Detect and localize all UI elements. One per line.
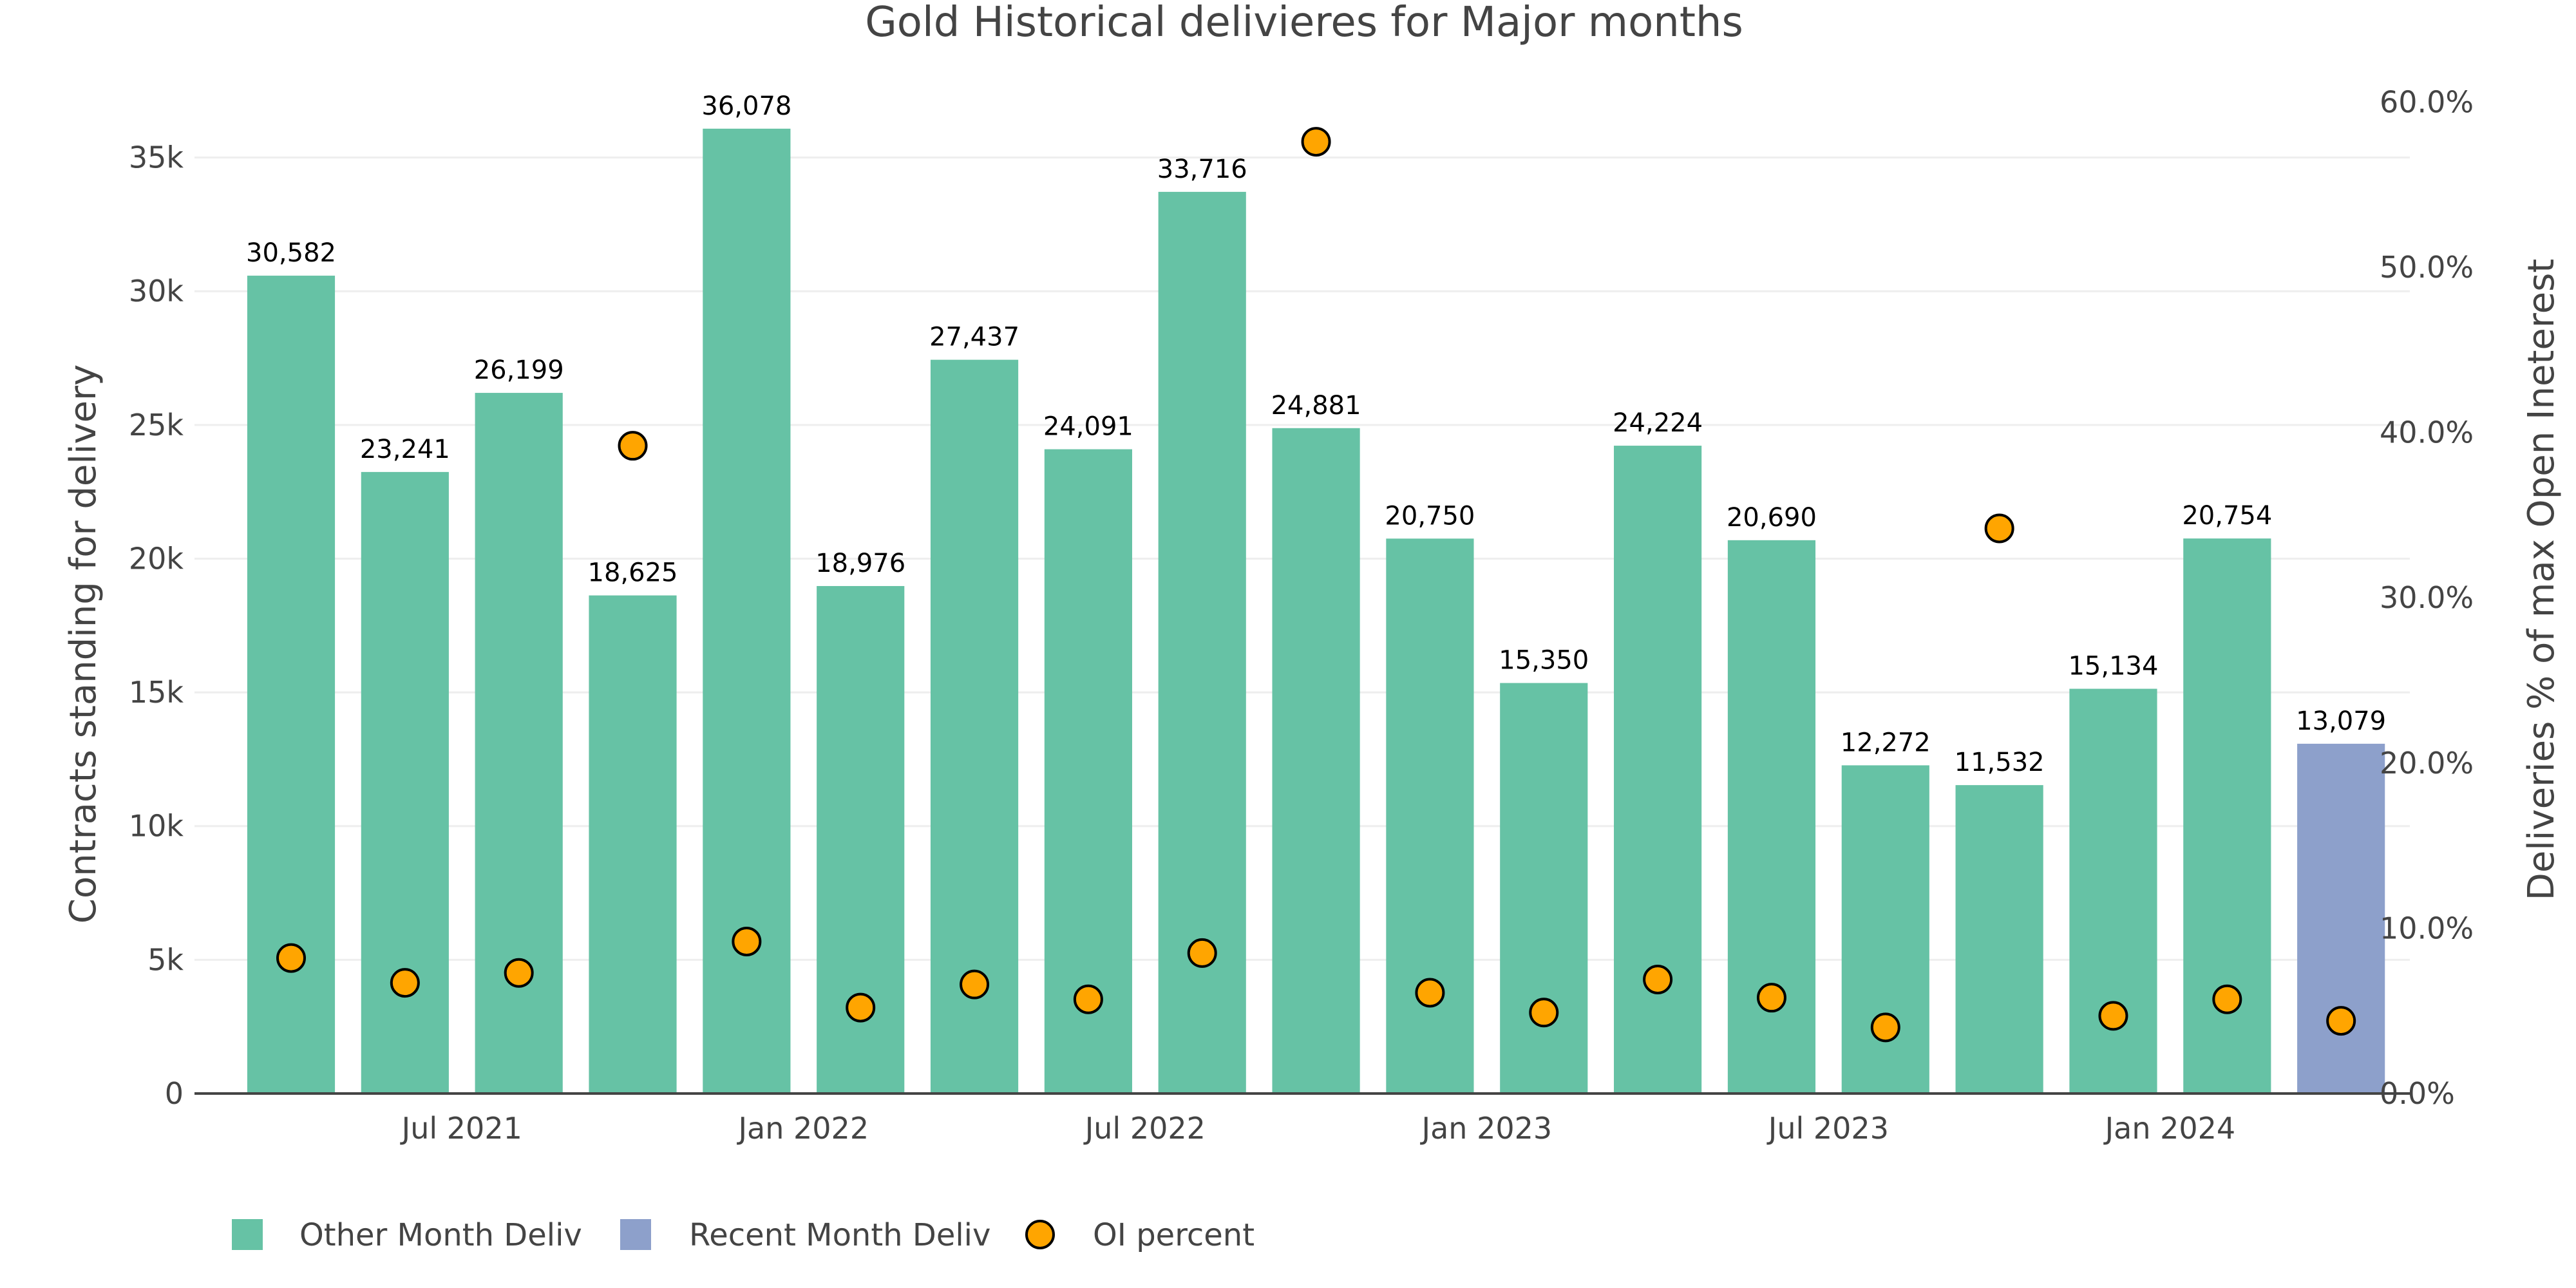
bar-value-label: 12,272 xyxy=(1841,728,1931,757)
bar-other-month xyxy=(361,471,449,1094)
bar-value-label: 11,532 xyxy=(1955,748,2045,777)
y-axis-ticks: 0 5k 10k 15k 20k 25k 30k 35k xyxy=(129,140,184,1111)
y2-tick-label: 10.0% xyxy=(2380,911,2474,945)
bar-labels: 30,582 23,241 26,199 18,625 36,078 18,976 27,4… xyxy=(246,91,2386,777)
bar-other-month xyxy=(1386,538,1474,1094)
y2-tick-label: 0.0% xyxy=(2380,1076,2455,1111)
bar-value-label: 13,079 xyxy=(2296,706,2386,736)
bar-other-month xyxy=(1272,428,1360,1094)
oi-percent-point xyxy=(846,992,876,1023)
oi-percent-point xyxy=(1187,938,1217,968)
bar-value-label: 30,582 xyxy=(246,238,336,268)
oi-percent-point xyxy=(618,431,648,461)
bar-value-label: 20,750 xyxy=(1385,501,1475,531)
oi-percent-point xyxy=(2098,1001,2128,1031)
bar-value-label: 24,881 xyxy=(1271,391,1361,421)
bar-value-label: 26,199 xyxy=(474,355,564,385)
bar-other-month xyxy=(1500,683,1588,1094)
bar-value-label: 24,224 xyxy=(1613,408,1703,438)
y2-tick-label: 50.0% xyxy=(2380,250,2474,285)
oi-percent-point xyxy=(1301,127,1331,157)
oi-percent-point xyxy=(390,968,420,998)
bar-value-label: 27,437 xyxy=(929,323,1019,352)
x-tick-label: Jan 2024 xyxy=(2103,1111,2236,1146)
y-tick-label: 20k xyxy=(129,541,184,576)
y2-tick-label: 60.0% xyxy=(2380,84,2474,119)
oi-percent-point xyxy=(960,969,990,999)
legend-swatch-other-month xyxy=(232,1219,263,1250)
x-tick-label: Jul 2023 xyxy=(1766,1111,1889,1146)
bar-value-label: 24,091 xyxy=(1043,412,1133,442)
legend-item-oi-percent[interactable]: OI percent xyxy=(1025,1217,1255,1253)
chart-title: Gold Historical delivieres for Major mon… xyxy=(865,0,1743,46)
bars xyxy=(247,128,2385,1094)
bar-value-label: 23,241 xyxy=(360,435,450,464)
y-tick-label: 15k xyxy=(129,675,184,710)
oi-percent-point xyxy=(1643,964,1673,994)
legend-label-other-month: Other Month Deliv xyxy=(299,1217,582,1253)
x-tick-label: Jul 2021 xyxy=(400,1111,522,1146)
oi-percent-point xyxy=(732,926,762,956)
y2-axis-title: Deliveries % of max Open Ineterest xyxy=(2521,259,2562,901)
legend-item-recent-month-deliv[interactable]: Recent Month Deliv xyxy=(620,1217,990,1253)
legend-label-oi-percent: OI percent xyxy=(1093,1217,1255,1253)
y-tick-label: 35k xyxy=(129,140,184,175)
bar-value-label: 33,716 xyxy=(1157,155,1247,184)
bar-other-month xyxy=(589,595,677,1094)
legend-label-recent-month: Recent Month Deliv xyxy=(689,1217,990,1253)
y-tick-label: 10k xyxy=(129,809,184,844)
oi-percent-point xyxy=(1529,998,1559,1028)
y2-tick-label: 30.0% xyxy=(2380,580,2474,615)
oi-percent-point xyxy=(1984,513,2014,544)
y2-tick-label: 20.0% xyxy=(2380,746,2474,781)
bar-other-month xyxy=(2069,688,2157,1094)
bar-value-label: 18,625 xyxy=(588,558,678,588)
oi-percent-point xyxy=(1415,978,1445,1008)
bar-value-label: 36,078 xyxy=(701,91,791,121)
oi-percent-point xyxy=(1073,984,1103,1014)
bar-other-month xyxy=(475,393,563,1094)
y-tick-label: 0 xyxy=(165,1076,184,1111)
bar-other-month xyxy=(1955,785,2043,1094)
legend-swatch-recent-month xyxy=(620,1219,651,1250)
y2-axis-ticks: 0.0% 10.0% 20.0% 30.0% 40.0% 50.0% 60.0% xyxy=(2380,84,2474,1111)
bar-recent-month xyxy=(2297,743,2385,1094)
y-tick-label: 30k xyxy=(129,274,184,308)
bar-other-month xyxy=(1841,765,1929,1094)
y-axis-title: Contracts standing for delivery xyxy=(62,365,104,923)
bar-value-label: 15,134 xyxy=(2068,652,2158,681)
bar-value-label: 20,690 xyxy=(1727,503,1817,533)
bar-value-label: 18,976 xyxy=(815,549,905,578)
oi-percent-point xyxy=(276,943,306,973)
y-tick-label: 5k xyxy=(147,942,184,977)
x-tick-label: Jul 2022 xyxy=(1083,1111,1206,1146)
bar-value-label: 15,350 xyxy=(1499,646,1589,676)
legend-item-other-month-deliv[interactable]: Other Month Deliv xyxy=(232,1217,582,1253)
legend-marker-oi-percent xyxy=(1025,1220,1055,1249)
oi-points xyxy=(276,127,2356,1043)
oi-percent-point xyxy=(2326,1006,2356,1036)
oi-percent-point xyxy=(2212,984,2242,1014)
x-tick-label: Jan 2023 xyxy=(1420,1111,1553,1146)
y-tick-label: 25k xyxy=(129,408,184,442)
y2-tick-label: 40.0% xyxy=(2380,415,2474,450)
x-tick-label: Jan 2022 xyxy=(736,1111,869,1146)
oi-percent-point xyxy=(1756,983,1786,1013)
bar-value-label: 20,754 xyxy=(2182,501,2272,531)
oi-percent-point xyxy=(504,958,534,988)
oi-percent-point xyxy=(1870,1012,1900,1043)
legend: Other Month Deliv Recent Month Deliv OI … xyxy=(232,1217,1255,1253)
x-axis-ticks: Jul 2021 Jan 2022 Jul 2022 Jan 2023 Jul 2023… xyxy=(400,1111,2236,1146)
bar-other-month xyxy=(1614,446,1702,1094)
